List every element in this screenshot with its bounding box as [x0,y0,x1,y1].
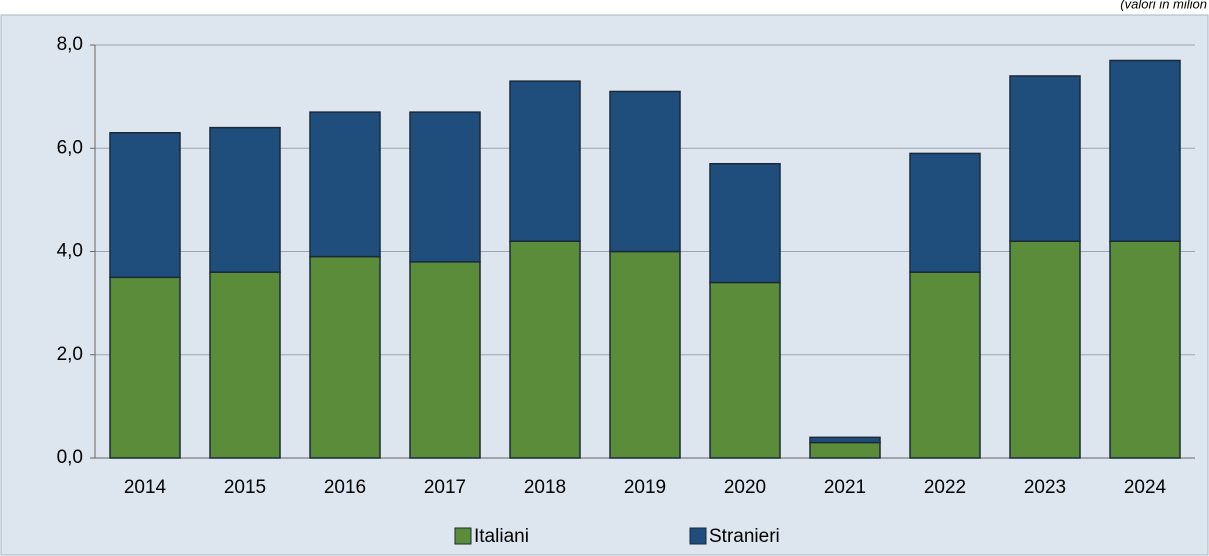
y-tick-label: 2,0 [57,344,83,365]
x-tick-label: 2024 [1124,477,1167,498]
x-tick-label: 2019 [624,477,666,498]
y-tick-label: 4,0 [57,241,83,262]
bar-segment [909,152,981,273]
bar-segment [209,271,281,459]
x-tick-label: 2022 [924,477,966,498]
bar-segment [1009,240,1081,459]
bar-segment [609,250,681,459]
x-tick-label: 2014 [124,477,167,498]
bar-segment [209,126,281,273]
bar-segment [1009,75,1081,242]
bar-segment [409,111,481,263]
bar-segment [609,90,681,253]
x-tick-label: 2015 [224,477,266,498]
bar-segment [709,281,781,459]
legend-label: Italiani [474,526,529,547]
x-tick-label: 2017 [424,477,466,498]
x-tick-label: 2016 [324,477,366,498]
y-tick-label: 0,0 [57,447,83,468]
bar-segment [509,80,581,242]
x-tick-label: 2020 [724,477,766,498]
legend-label: Stranieri [709,526,780,547]
y-tick-label: 6,0 [57,137,83,158]
legend-swatch [454,527,472,545]
y-tick-label: 8,0 [57,34,83,55]
x-tick-label: 2018 [524,477,566,498]
bar-segment [709,162,781,284]
chart-background [0,14,1209,556]
x-tick-label: 2021 [824,477,866,498]
bar-segment [509,240,581,459]
bar-segment [809,441,881,459]
note: (valori in milion [1120,0,1207,11]
bar-segment [909,271,981,459]
bar-segment [109,276,181,459]
bar-segment [309,111,381,258]
x-tick-label: 2023 [1024,477,1066,498]
bar-segment [409,261,481,459]
bar-segment [809,436,881,444]
legend-swatch [689,527,707,545]
bar-segment [1109,59,1181,242]
bar-segment [1109,240,1181,459]
bar-segment [309,255,381,459]
bar-segment [109,132,181,279]
